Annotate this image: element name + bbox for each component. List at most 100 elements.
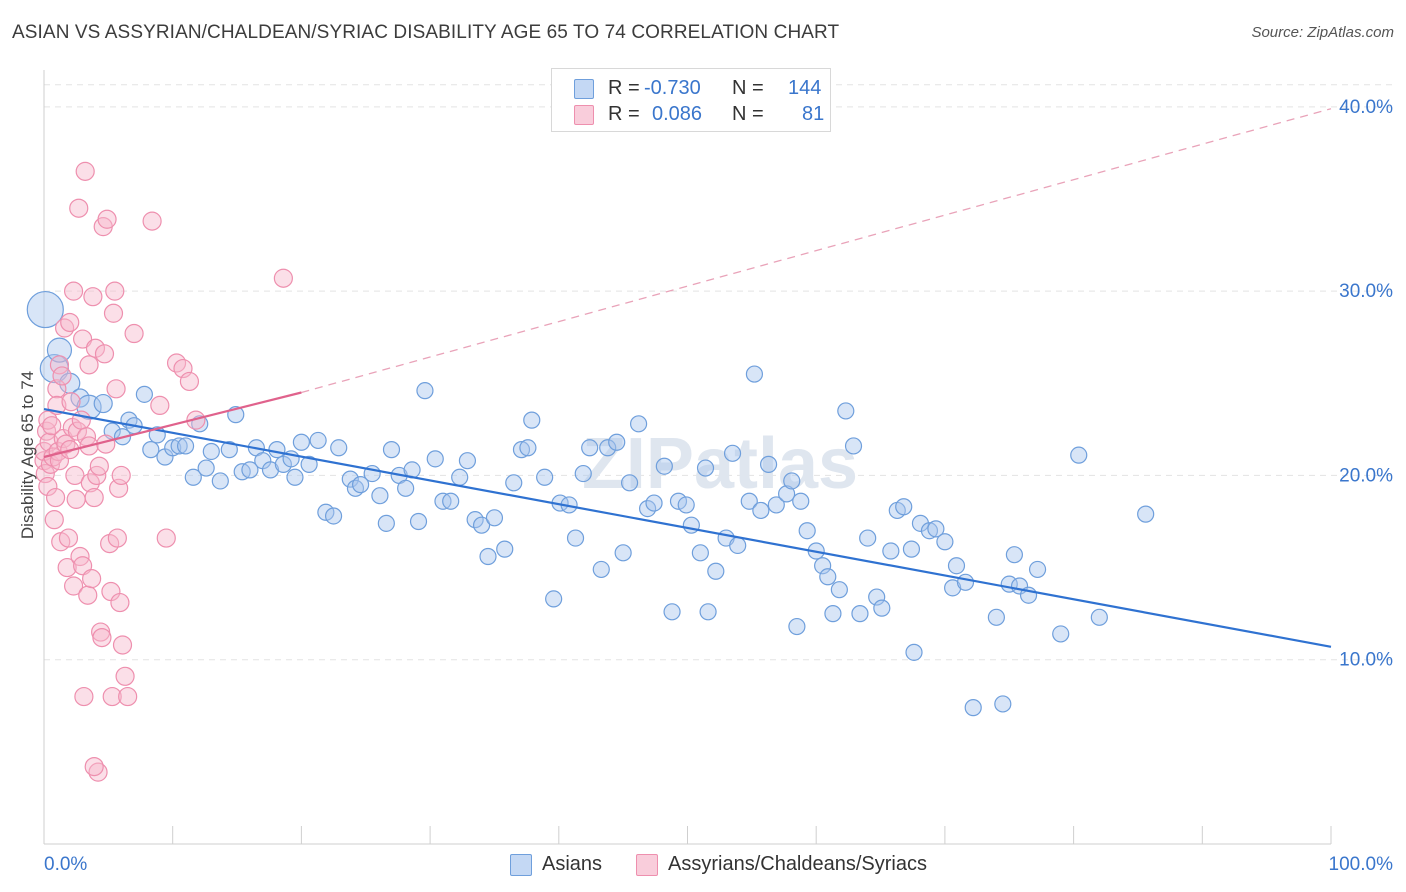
- assyrian-point: [65, 465, 85, 486]
- asian-point: [352, 476, 370, 494]
- asian-point: [844, 437, 863, 455]
- asian-point: [382, 441, 401, 459]
- asian-point: [814, 557, 832, 575]
- watermark: ZIPatlas: [582, 424, 858, 504]
- asian-point: [26, 290, 64, 329]
- asian-point: [485, 509, 504, 527]
- assyrian-point: [64, 281, 84, 301]
- asian-point: [759, 455, 778, 473]
- assyrian-point: [92, 627, 112, 648]
- trend-extension-dashed: [301, 108, 1332, 394]
- assyrian-point: [54, 318, 75, 338]
- assyrian-point: [103, 303, 124, 323]
- bottom-legend-label: Assyrians/Chaldeans/Syriacs: [668, 853, 927, 875]
- asian-point: [936, 533, 954, 551]
- trend-lines: [43, 108, 1332, 648]
- assyrian-point: [106, 379, 126, 399]
- asian-point: [566, 529, 585, 547]
- assyrian-point: [156, 528, 176, 548]
- assyrian-point: [124, 323, 144, 344]
- asian-point: [268, 441, 286, 459]
- asian-point: [707, 562, 725, 580]
- asian-point: [882, 542, 900, 560]
- assyrian-point: [52, 366, 72, 386]
- assyrians-points: [34, 161, 293, 782]
- assyrian-point: [105, 281, 125, 301]
- assyrian-point: [79, 355, 99, 375]
- assyrian-point: [69, 198, 89, 218]
- asian-point: [135, 385, 153, 403]
- assyrian-point: [118, 686, 138, 707]
- asian-point: [824, 605, 842, 623]
- asian-point: [699, 603, 717, 621]
- asian-point: [819, 568, 837, 586]
- asian-point: [920, 522, 939, 540]
- legend-n-label: N =: [732, 103, 764, 125]
- assyrian-point: [94, 344, 115, 364]
- asian-point: [176, 437, 195, 455]
- assyrian-point: [73, 329, 93, 349]
- assyrian-point: [84, 756, 104, 777]
- asian-point: [377, 514, 395, 532]
- asian-point: [873, 599, 891, 617]
- asian-point: [371, 487, 389, 505]
- asian-point: [851, 605, 869, 623]
- bottom-legend-swatch-assyrians: [636, 854, 658, 876]
- assyrian-point: [67, 421, 88, 441]
- assyrian-point: [38, 476, 58, 497]
- asian-point: [496, 540, 514, 558]
- asian-point: [745, 365, 764, 383]
- asian-point: [868, 588, 886, 606]
- asian-point: [927, 520, 945, 538]
- asian-point: [442, 492, 460, 510]
- asian-point: [142, 441, 160, 459]
- asian-point: [241, 461, 259, 479]
- asian-point: [472, 516, 491, 534]
- asian-point: [1028, 560, 1047, 579]
- asian-point: [505, 474, 523, 492]
- assyrian-point: [66, 489, 86, 509]
- asian-point: [574, 464, 592, 483]
- asian-point: [324, 507, 343, 525]
- legend-swatch-assyrians: [574, 105, 594, 125]
- asian-point: [723, 444, 742, 462]
- asian-point: [947, 557, 966, 575]
- bottom-legend-label: Asians: [542, 853, 603, 875]
- asian-point: [696, 459, 715, 477]
- asian-point: [777, 485, 796, 503]
- asian-point: [581, 439, 599, 457]
- x-tick-label: 100.0%: [1329, 854, 1394, 875]
- assyrian-point: [179, 371, 200, 392]
- assyrian-point: [85, 338, 106, 358]
- asian-point: [451, 468, 469, 486]
- asian-point: [956, 573, 975, 591]
- asian-point: [309, 431, 327, 450]
- asian-point: [197, 459, 215, 477]
- assyrian-point: [57, 557, 77, 578]
- assyrian-point: [60, 312, 80, 333]
- assyrian-point: [97, 209, 117, 229]
- asian-point: [536, 468, 554, 486]
- assyrian-point: [58, 528, 79, 548]
- legend-n-label: N =: [732, 77, 764, 99]
- asian-point: [170, 437, 188, 455]
- asian-point: [286, 468, 304, 486]
- asian-point: [458, 452, 477, 470]
- asian-point: [211, 472, 229, 490]
- correlation-legend: R = -0.730 N = 144 R = 0.086 N = 81: [551, 68, 831, 132]
- assyrian-point: [102, 686, 122, 707]
- assyrian-point: [78, 585, 98, 605]
- asian-point: [300, 455, 318, 473]
- assyrian-point: [83, 287, 103, 307]
- asian-point: [987, 608, 1005, 626]
- asian-point: [614, 544, 632, 562]
- asian-point: [330, 439, 348, 457]
- assyrian-point: [61, 392, 81, 412]
- asian-point: [663, 603, 681, 621]
- asian-point: [341, 470, 359, 488]
- asian-point: [859, 529, 877, 547]
- asian-point: [1005, 546, 1023, 564]
- asian-point: [729, 536, 747, 555]
- asian-point: [1070, 446, 1088, 464]
- assyrian-point: [44, 510, 64, 530]
